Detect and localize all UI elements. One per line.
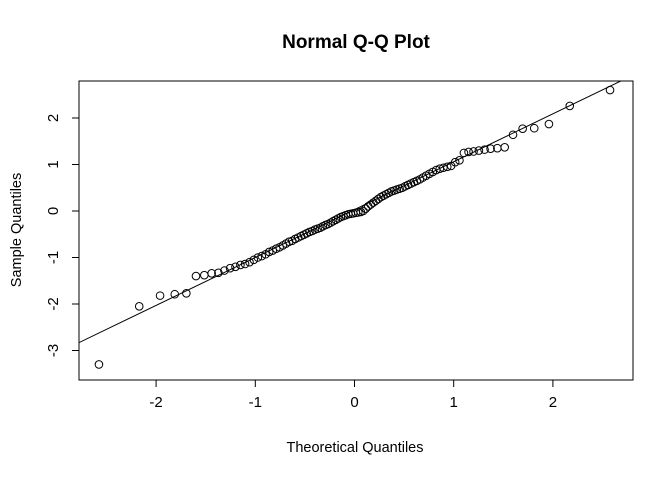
data-point xyxy=(358,206,368,216)
data-point xyxy=(134,302,144,311)
data-point xyxy=(220,266,229,275)
data-point xyxy=(361,204,371,213)
data-point xyxy=(486,144,495,153)
data-point xyxy=(182,289,191,298)
data-point xyxy=(500,142,509,152)
x-tick-label: -2 xyxy=(149,394,162,411)
y-axis-title: Sample Quantiles xyxy=(9,173,25,287)
x-tick-label: 1 xyxy=(450,394,458,411)
data-point xyxy=(442,162,452,172)
y-tick-label: -1 xyxy=(45,251,62,264)
data-points xyxy=(94,85,615,369)
x-axis-title: Theoretical Quantiles xyxy=(286,440,423,456)
data-point xyxy=(439,163,448,173)
data-point xyxy=(155,291,165,300)
x-axis: -2 -1 0 1 2 xyxy=(149,380,557,411)
data-point xyxy=(565,101,575,111)
x-tick-label: 0 xyxy=(350,394,358,411)
data-point xyxy=(508,130,518,140)
y-tick-label: 0 xyxy=(45,207,62,215)
data-point xyxy=(257,251,267,261)
y-tick-label: -3 xyxy=(45,344,62,357)
y-axis: -3 -2 -1 0 1 2 xyxy=(45,114,79,357)
data-point xyxy=(450,157,460,167)
data-point xyxy=(240,259,250,269)
data-point xyxy=(245,257,254,267)
data-point xyxy=(94,360,104,369)
data-point xyxy=(605,85,615,95)
data-point xyxy=(170,289,180,299)
data-point xyxy=(529,123,539,133)
data-point xyxy=(464,147,473,157)
data-point xyxy=(253,253,263,262)
x-tick-label: -1 xyxy=(249,394,262,411)
data-point xyxy=(236,260,245,270)
data-point xyxy=(544,119,554,129)
plot-box xyxy=(78,80,634,381)
data-point xyxy=(191,271,201,281)
data-point xyxy=(518,124,527,133)
x-tick-label: 2 xyxy=(549,394,557,411)
data-point xyxy=(225,263,235,273)
data-point xyxy=(469,147,478,156)
y-tick-label: 2 xyxy=(45,114,62,122)
plot-title: Normal Q-Q Plot xyxy=(282,32,430,53)
data-point xyxy=(455,156,464,165)
data-point xyxy=(231,262,240,272)
data-point xyxy=(480,145,489,154)
data-point xyxy=(331,215,341,225)
data-point xyxy=(249,255,259,265)
data-point xyxy=(207,269,216,278)
y-tick-label: -2 xyxy=(45,297,62,310)
data-point xyxy=(474,146,484,155)
data-point xyxy=(264,247,274,257)
y-tick-label: 1 xyxy=(45,160,62,168)
data-point xyxy=(326,218,335,227)
data-point xyxy=(459,148,469,158)
data-point xyxy=(214,268,223,278)
